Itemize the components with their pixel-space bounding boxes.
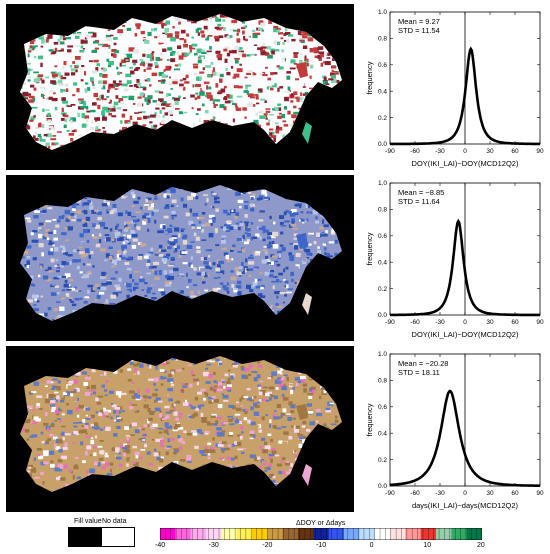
y-tick-label: 1.0 <box>378 180 387 187</box>
x-tick-label: -60 <box>410 319 420 326</box>
colorbar <box>160 528 482 540</box>
colorbar-cell <box>175 528 192 540</box>
colorbar-tick-label: 0 <box>369 542 374 549</box>
y-tick-label: 0.4 <box>378 259 387 266</box>
colorbar-cell <box>420 528 437 540</box>
x-tick-label: 0 <box>463 148 467 155</box>
y-tick-label: 0.2 <box>378 286 387 293</box>
x-tick-label: -30 <box>435 490 445 497</box>
histogram-3: -90 -60 -30 0 30 60 90 0.0 0.2 0.4 0.6 0.8 1.0 Mean =… <box>360 346 550 516</box>
colorbar-title: ΔDOY or Δdays <box>296 520 346 527</box>
y-tick-label: 1.0 <box>378 9 387 16</box>
colorbar-cell <box>282 528 299 540</box>
x-tick-label: 90 <box>536 148 544 155</box>
x-tick-label: -90 <box>385 319 395 326</box>
fill-value-swatch <box>68 527 102 547</box>
colorbar-tick-label: -20 <box>262 542 273 549</box>
panel-1-map <box>6 4 354 170</box>
colorbar-cell <box>190 528 207 540</box>
colorbar-cell <box>206 528 222 540</box>
x-tick-label: 90 <box>536 319 544 326</box>
std-label: STD = 18.11 <box>398 368 440 377</box>
histogram-1: -90 -60 -30 0 30 60 90 0.0 0.2 0.4 0.6 0.8 1.0 Mean =… <box>360 4 550 174</box>
y-tick-label: 0.6 <box>378 233 387 240</box>
y-tick-label: 0.4 <box>378 88 387 95</box>
colorbar-cell <box>451 528 468 540</box>
panel-2-map <box>6 175 354 341</box>
x-tick-label: 0 <box>463 319 467 326</box>
colorbar-tick-label: -10 <box>316 542 327 549</box>
colorbar-cell <box>466 528 482 540</box>
map-2-svg <box>20 185 342 321</box>
colorbar-cell <box>390 528 406 540</box>
panel-3-map <box>6 346 354 512</box>
colorbar-cell <box>405 528 422 540</box>
colorbar-cell <box>344 528 360 540</box>
colorbar-cell <box>313 528 330 540</box>
x-axis-label: DOY(IKI_LAI)−DOY(MCD12Q2) <box>412 330 519 339</box>
colorbar-cell <box>267 528 284 540</box>
x-tick-label: 60 <box>511 319 519 326</box>
x-tick-label: 0 <box>463 490 467 497</box>
colorbar-tick-label: 10 <box>423 542 432 549</box>
x-tick-label: 30 <box>486 490 494 497</box>
map-3-svg <box>20 356 342 492</box>
y-tick-label: 0.0 <box>378 483 387 490</box>
x-tick-label: 60 <box>511 490 519 497</box>
x-tick-label: 30 <box>486 319 494 326</box>
x-tick-label: -60 <box>410 490 420 497</box>
y-tick-label: 0.2 <box>378 115 387 122</box>
y-tick-label: 0.2 <box>378 457 387 464</box>
mean-label: Mean = −8.85 <box>398 188 444 197</box>
y-axis-label: frequency <box>365 403 374 436</box>
std-label: STD = 11.64 <box>398 197 440 206</box>
colorbar-cell <box>252 528 268 540</box>
x-tick-label: 90 <box>536 490 544 497</box>
mean-label: Mean = 9.27 <box>398 17 440 26</box>
fill-value-label: Fill value <box>74 518 102 525</box>
colorbar-tick-label: 20 <box>477 542 485 549</box>
frequency-curve <box>390 46 540 146</box>
y-tick-label: 0.6 <box>378 62 387 69</box>
y-tick-label: 0.8 <box>378 207 387 214</box>
x-tick-label: -60 <box>410 148 420 155</box>
y-tick-label: 0.8 <box>378 378 387 385</box>
x-axis-label: DOY(IKI_LAI)−DOY(MCD12Q2) <box>412 159 519 168</box>
y-tick-label: 0.0 <box>378 312 387 319</box>
std-label: STD = 11.54 <box>398 26 440 35</box>
colorbar-tick-label: -40 <box>155 542 166 549</box>
x-axis-label: days(IKI_LAI)−days(MCD12Q2) <box>412 501 519 510</box>
x-tick-label: 30 <box>486 148 494 155</box>
colorbar-cell <box>160 528 176 540</box>
y-tick-label: 0.6 <box>378 404 387 411</box>
no-data-swatch <box>101 527 135 547</box>
colorbar-cell <box>328 528 345 540</box>
y-axis-label: frequency <box>365 61 374 94</box>
y-axis-label: frequency <box>365 232 374 265</box>
colorbar-cell <box>236 528 253 540</box>
x-tick-label: -90 <box>385 148 395 155</box>
colorbar-cell <box>359 528 376 540</box>
colorbar-tick-label: -30 <box>208 542 219 549</box>
map-1-svg <box>20 14 342 150</box>
frequency-curve <box>389 389 540 487</box>
y-tick-label: 1.0 <box>378 351 387 358</box>
mean-label: Mean = −20.28 <box>398 359 448 368</box>
histogram-2: -90 -60 -30 0 30 60 90 0.0 0.2 0.4 0.6 0.8 1.0 Mean =… <box>360 175 550 345</box>
no-data-label: No data <box>102 518 127 525</box>
y-tick-label: 0.8 <box>378 36 387 43</box>
y-tick-label: 0.0 <box>378 141 387 148</box>
x-tick-label: -30 <box>435 319 445 326</box>
colorbar-cell <box>436 528 452 540</box>
x-tick-label: -90 <box>385 490 395 497</box>
x-tick-label: -30 <box>435 148 445 155</box>
x-tick-label: 60 <box>511 148 519 155</box>
colorbar-cell <box>221 528 238 540</box>
colorbar-cell <box>374 528 391 540</box>
y-tick-label: 0.4 <box>378 430 387 437</box>
colorbar-cell <box>298 528 314 540</box>
frequency-curve <box>390 218 540 317</box>
